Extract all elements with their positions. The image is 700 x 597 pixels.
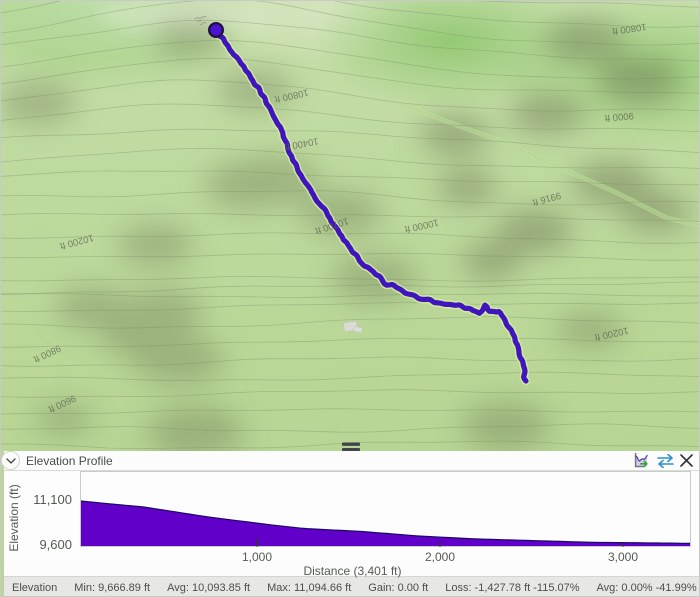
svg-text:9,600: 9,600 (39, 537, 72, 552)
svg-text:2,000: 2,000 (425, 550, 455, 564)
svg-text:10400 ft: 10400 ft (283, 135, 319, 152)
svg-text:9000 ft: 9000 ft (604, 110, 634, 124)
svg-text:3,000: 3,000 (608, 550, 638, 564)
svg-text:11,100: 11,100 (33, 492, 72, 507)
svg-text:10000 ft: 10000 ft (403, 216, 439, 234)
svg-text:10200 ft: 10200 ft (58, 232, 94, 252)
svg-text:Elevation (ft): Elevation (ft) (7, 484, 21, 551)
svg-text:1,000: 1,000 (242, 550, 272, 564)
svg-text:9800 ft: 9800 ft (31, 342, 62, 364)
svg-text:10800 ft: 10800 ft (611, 21, 647, 37)
